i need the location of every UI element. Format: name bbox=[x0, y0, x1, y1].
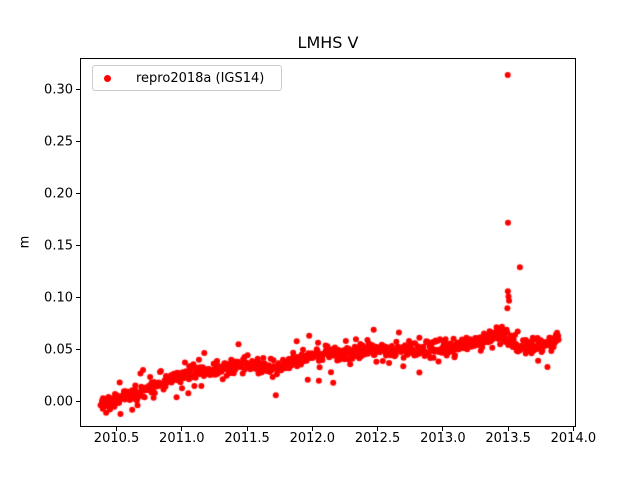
legend-marker-dot-icon bbox=[104, 74, 111, 82]
x-tick-mark bbox=[246, 427, 248, 431]
x-tick-label: 2013.0 bbox=[420, 431, 466, 446]
x-tick-mark bbox=[181, 427, 183, 431]
y-tick-mark bbox=[76, 141, 80, 142]
x-tick-mark bbox=[507, 427, 509, 431]
x-tick-label: 2012.5 bbox=[354, 431, 401, 446]
y-tick-label: 0.15 bbox=[44, 238, 73, 254]
y-tick-mark bbox=[76, 401, 80, 403]
x-tick-label: 2012.0 bbox=[289, 431, 336, 446]
axes-frame bbox=[80, 58, 576, 427]
x-tick-label: 2014.0 bbox=[550, 431, 597, 446]
y-tick-label: 0.05 bbox=[44, 342, 73, 358]
y-tick-mark bbox=[76, 89, 80, 90]
x-tick-mark bbox=[311, 427, 313, 431]
y-tick-mark bbox=[76, 193, 80, 194]
x-tick-mark bbox=[377, 427, 379, 431]
x-tick-mark bbox=[442, 427, 444, 431]
x-tick-label: 2011.0 bbox=[159, 431, 205, 446]
y-tick-label: 0.25 bbox=[44, 134, 73, 149]
x-tick-label: 2011.5 bbox=[224, 431, 270, 446]
y-tick-mark bbox=[76, 245, 80, 247]
x-tick-label: 2010.5 bbox=[93, 431, 140, 446]
x-tick-label: 2013.5 bbox=[485, 431, 531, 446]
y-tick-mark bbox=[76, 349, 80, 351]
y-tick-label: 0.10 bbox=[44, 290, 73, 306]
y-tick-label: 0.20 bbox=[44, 186, 73, 201]
x-tick-mark bbox=[572, 427, 574, 431]
y-tick-label: 0.00 bbox=[44, 394, 73, 410]
y-tick-label: 0.30 bbox=[44, 82, 73, 97]
x-tick-mark bbox=[116, 427, 118, 431]
legend-label: repro2018a (IGS14) bbox=[136, 70, 265, 86]
y-tick-mark bbox=[76, 297, 80, 299]
legend: repro2018a (IGS14) bbox=[92, 65, 282, 91]
